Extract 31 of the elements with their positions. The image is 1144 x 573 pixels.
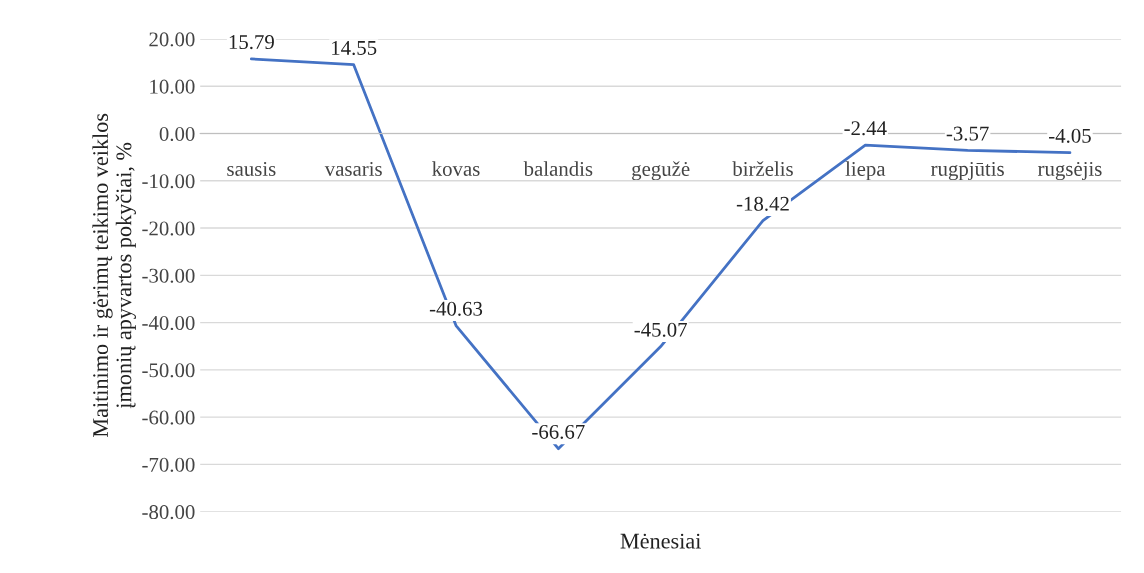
data-label: -40.63 <box>429 301 483 316</box>
y-tick-label: -40.00 <box>142 315 195 331</box>
x-tick-label: gegužė <box>632 161 690 181</box>
y-tick-label: -20.00 <box>142 221 195 236</box>
data-label: -2.44 <box>844 121 887 136</box>
y-tick-label: -30.00 <box>142 268 195 283</box>
y-tick-label: -10.00 <box>142 174 195 189</box>
y-tick-label: -60.00 <box>142 410 195 425</box>
y-tick-label: 20.00 <box>149 32 195 47</box>
x-tick-label: balandis <box>523 161 593 176</box>
data-label: -18.42 <box>736 196 789 211</box>
x-tick-label: rugsėjis <box>1037 161 1102 181</box>
y-tick-label: -80.00 <box>142 505 195 520</box>
x-axis-title: Mėnesiai <box>620 533 701 549</box>
x-tick-label: rugpjūtis <box>931 161 1004 181</box>
x-tick-label: vasaris <box>324 161 382 176</box>
y-axis-title: Maitinimo ir gėrimų teikimo veiklos įmonių apyvartos pokyčiai, % <box>92 113 136 438</box>
x-tick-label: kovas <box>432 161 480 176</box>
data-label: -66.67 <box>532 424 585 439</box>
y-tick-label: -70.00 <box>142 457 195 472</box>
x-tick-label: birželis <box>732 161 793 176</box>
x-tick-label: liepa <box>845 161 886 181</box>
data-label: -3.57 <box>946 126 989 141</box>
y-tick-label: 10.00 <box>150 79 195 94</box>
y-tick-label: -50.00 <box>142 363 195 378</box>
x-tick-label: sausis <box>227 161 276 176</box>
y-tick-label: 0.00 <box>159 126 195 142</box>
data-label: -4.05 <box>1049 128 1091 143</box>
data-label: -45.07 <box>634 322 687 337</box>
data-label: 15.79 <box>229 35 274 50</box>
data-label: 14.55 <box>332 40 377 56</box>
